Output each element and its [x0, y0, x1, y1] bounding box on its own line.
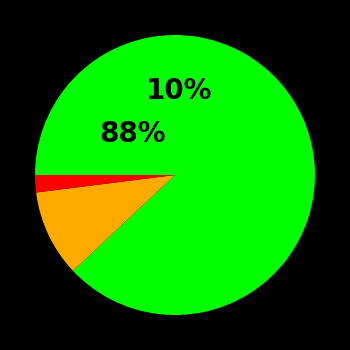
Text: 10%: 10% [146, 77, 212, 105]
Wedge shape [35, 175, 175, 192]
Text: 88%: 88% [99, 120, 166, 148]
Wedge shape [35, 35, 315, 315]
Wedge shape [36, 175, 175, 271]
